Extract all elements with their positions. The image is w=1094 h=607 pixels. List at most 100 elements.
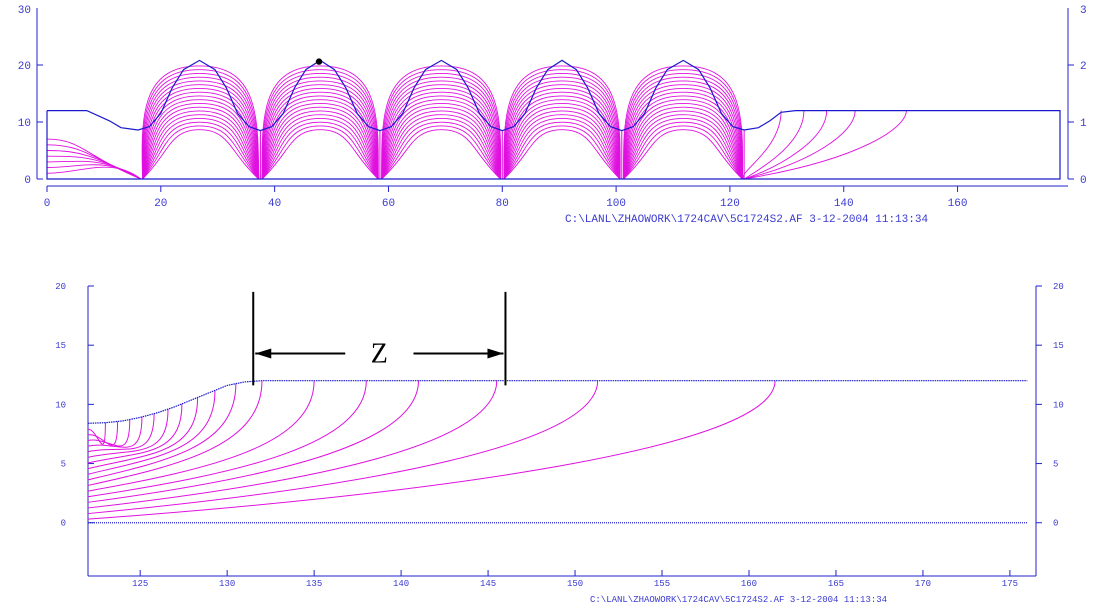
top-field-line (503, 80, 621, 180)
bottom-x-tick-label: 165 (828, 579, 844, 589)
top-field-line-right-tail (744, 110, 828, 180)
top-field-line (381, 121, 501, 180)
top-field-line (261, 102, 379, 180)
top-field-line (623, 106, 743, 180)
top-field-line (142, 76, 260, 180)
top-field-line (381, 84, 502, 180)
bottom-y-tick-label-right: 15 (1053, 341, 1064, 351)
top-field-line (142, 125, 260, 180)
top-field-line (381, 114, 501, 180)
bottom-x-tick-label: 145 (480, 579, 496, 589)
bottom-field-line (87, 397, 199, 470)
top-field-line (381, 99, 502, 180)
top-field-line (142, 99, 260, 180)
top-field-line (503, 65, 621, 180)
top-field-line (623, 110, 743, 180)
top-field-line (381, 65, 502, 180)
top-field-line (261, 80, 379, 180)
top-field-line (142, 110, 260, 180)
top-field-line (261, 129, 379, 180)
bottom-field-line (87, 380, 367, 498)
bottom-field-line (87, 380, 498, 509)
top-field-line (261, 87, 379, 180)
bottom-y-tick-label-left: 0 (61, 519, 66, 529)
top-marker-point (315, 58, 323, 65)
top-field-line (142, 129, 260, 180)
top-field-line (142, 121, 260, 180)
top-field-line (261, 121, 379, 180)
top-field-line (503, 129, 621, 180)
top-field-line (503, 125, 621, 180)
top-field-line-right-tail (743, 110, 805, 180)
top-field-line (381, 117, 501, 180)
top-field-line (261, 95, 379, 180)
top-x-tick-label: 60 (382, 198, 395, 210)
top-y-tick-label-right: 0 (1080, 175, 1087, 187)
top-x-tick-label: 100 (606, 198, 626, 210)
top-y-tick-label-left-top: 30 (18, 5, 31, 17)
top-field-line (503, 84, 621, 180)
bottom-x-tick-label: 170 (915, 579, 931, 589)
top-field-line (623, 117, 743, 180)
top-field-line (142, 80, 260, 180)
bottom-field-line (87, 380, 419, 503)
top-field-line-right-tail (744, 110, 907, 180)
bottom-x-tick-label: 155 (654, 579, 670, 589)
bottom-field-line (87, 380, 263, 486)
dimension-label-z: Z (371, 338, 388, 369)
top-field-line (503, 87, 621, 180)
top-field-line (623, 129, 743, 180)
top-field-line (381, 95, 502, 180)
bottom-x-tick-label: 160 (741, 579, 757, 589)
bottom-field-line (87, 383, 237, 481)
top-x-tick-label: 140 (834, 198, 854, 210)
top-field-line (261, 106, 379, 180)
top-x-tick-label: 20 (154, 198, 167, 210)
top-field-line (142, 117, 260, 180)
top-field-line (261, 125, 379, 180)
top-field-line (261, 76, 379, 180)
top-field-line (623, 80, 743, 180)
top-field-line (381, 69, 502, 180)
bottom-x-tick-label: 125 (132, 579, 148, 589)
top-field-line (623, 99, 743, 180)
bottom-y-tick-label-right: 10 (1053, 400, 1064, 410)
dimension-arrow-right-icon (487, 348, 504, 359)
top-field-line (261, 84, 379, 180)
top-y-tick-label-left: 20 (18, 61, 31, 73)
top-field-line (623, 121, 743, 180)
top-field-line (622, 65, 744, 180)
top-field-line (623, 125, 743, 180)
top-field-line (142, 106, 260, 180)
bottom-y-tick-label-left: 5 (61, 460, 66, 470)
top-cavity-boundary (46, 59, 1061, 180)
bottom-cavity-boundary (87, 380, 1028, 424)
top-field-line (381, 110, 501, 180)
top-field-line (261, 117, 379, 180)
top-field-line (261, 110, 379, 180)
top-field-line (503, 99, 621, 180)
bottom-field-line (87, 413, 155, 453)
bottom-field-line (87, 380, 315, 492)
top-field-line-left-tail (46, 160, 142, 180)
bottom-y-tick-label-left: 10 (55, 400, 66, 410)
top-field-line (503, 102, 621, 180)
bottom-y-tick-label-right: 5 (1053, 460, 1058, 470)
top-field-line (623, 87, 743, 180)
top-field-line (503, 106, 621, 180)
top-x-tick-label: 160 (948, 198, 968, 210)
top-field-line (142, 114, 260, 180)
top-field-line (503, 110, 621, 180)
top-field-line (381, 80, 502, 180)
top-field-line (381, 106, 501, 180)
top-field-line (261, 114, 379, 180)
bottom-x-tick-label: 135 (306, 579, 322, 589)
top-field-line (623, 114, 743, 180)
top-field-line (142, 84, 260, 180)
top-field-line (261, 91, 379, 180)
bottom-field-line (87, 419, 131, 447)
top-field-line (503, 95, 621, 180)
bottom-field-line (87, 390, 216, 475)
bottom-chart-footer: C:\LANL\ZHAOWORK\1724CAV\5C1724S2.AF 3-1… (590, 595, 887, 605)
bottom-field-line (87, 380, 776, 520)
